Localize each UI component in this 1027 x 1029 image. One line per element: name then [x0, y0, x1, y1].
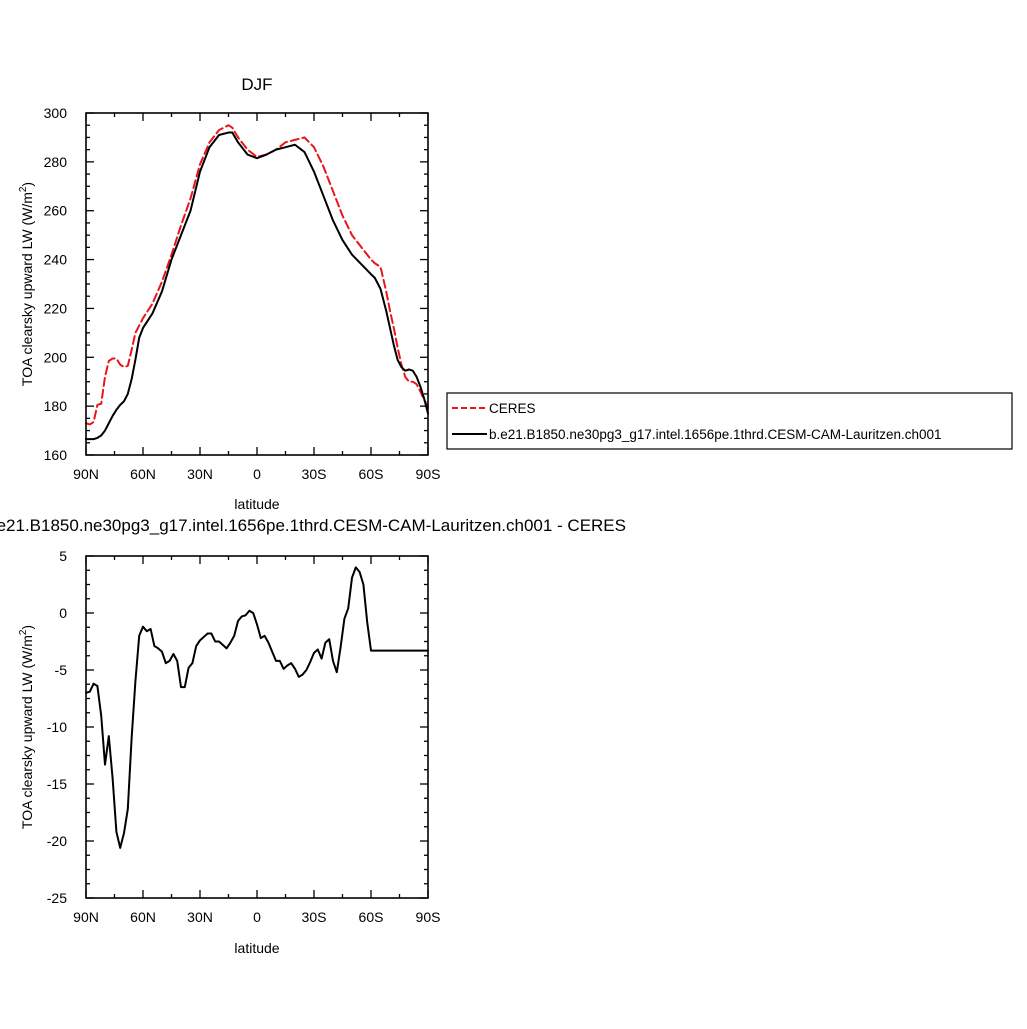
- top-chart-ticks: 90N 60N 30N 0 30S 60S 90S 160 180 200 220 240 260 280…: [44, 105, 441, 482]
- bottom-chart-x-tick-label: 90S: [416, 909, 441, 925]
- bottom-chart-x-tick-label: 30N: [187, 909, 213, 925]
- bottom-chart-ticks: 90N 60N 30N 0 30S 60S 90S -25 -20 -15 -10 -5 0 5: [47, 548, 441, 925]
- legend-label-model: b.e21.B1850.ne30pg3_g17.intel.1656pe.1th…: [489, 427, 942, 442]
- bottom-chart-y-tick-label: -20: [47, 833, 67, 849]
- top-chart-panel: DJF latitude TOA clearsky upward LW (W/m…: [18, 75, 440, 512]
- bottom-chart-y-tick-label: -25: [47, 890, 67, 906]
- bottom-chart-y-axis-label: TOA clearsky upward LW (W/m2): [18, 625, 35, 829]
- top-chart-x-axis-label: latitude: [234, 496, 279, 512]
- bottom-chart-x-tick-label: 90N: [73, 909, 99, 925]
- legend-box: [446, 392, 1013, 450]
- top-chart-series-group: [85, 124, 429, 441]
- top-chart-series-line-model: [85, 131, 429, 441]
- bottom-chart-panel: b.e21.B1850.ne30pg3_g17.intel.1656pe.1th…: [0, 516, 626, 956]
- top-chart-y-tick-label: 220: [44, 300, 68, 316]
- top-chart-x-tick-label: 30S: [302, 466, 327, 482]
- top-chart-title: DJF: [241, 75, 272, 94]
- bottom-chart-x-axis-label: latitude: [234, 940, 279, 956]
- bottom-chart-y-tick-label: -15: [47, 776, 67, 792]
- top-chart-x-tick-label: 60S: [359, 466, 384, 482]
- bottom-chart-y-tick-label: 5: [59, 548, 67, 564]
- top-chart-x-tick-label: 30N: [187, 466, 213, 482]
- bottom-chart-x-tick-label: 0: [253, 909, 261, 925]
- bottom-chart-y-tick-label: 0: [59, 605, 67, 621]
- bottom-chart-y-tick-label: -5: [55, 662, 68, 678]
- top-chart-x-tick-label: 0: [253, 466, 261, 482]
- bottom-chart-plot-frame: [85, 555, 429, 899]
- top-chart-x-tick-label: 90N: [73, 466, 99, 482]
- top-chart-x-tick-label: 60N: [130, 466, 156, 482]
- bottom-chart-title: b.e21.B1850.ne30pg3_g17.intel.1656pe.1th…: [0, 516, 626, 535]
- top-chart-y-tick-label: 240: [44, 252, 68, 268]
- bottom-chart-series-line-difference: [85, 566, 429, 849]
- top-chart-series-line-ceres: [85, 124, 429, 426]
- bottom-chart-series-group: [85, 566, 429, 849]
- top-chart-y-tick-label: 260: [44, 203, 68, 219]
- bottom-chart-x-tick-label: 60N: [130, 909, 156, 925]
- top-chart-x-tick-label: 90S: [416, 466, 441, 482]
- top-chart-y-axis-label: TOA clearsky upward LW (W/m2): [18, 182, 35, 386]
- legend: CERES b.e21.B1850.ne30pg3_g17.intel.1656…: [446, 392, 1013, 450]
- bottom-chart-y-tick-label: -10: [47, 719, 67, 735]
- bottom-chart-x-tick-label: 60S: [359, 909, 384, 925]
- top-chart-y-tick-label: 180: [44, 398, 68, 414]
- top-chart-y-tick-label: 200: [44, 349, 68, 365]
- legend-label-ceres: CERES: [489, 401, 536, 416]
- top-chart-y-tick-label: 280: [44, 154, 68, 170]
- bottom-chart-x-tick-label: 30S: [302, 909, 327, 925]
- top-chart-y-tick-label: 300: [44, 105, 68, 121]
- top-chart-y-tick-label: 160: [44, 447, 68, 463]
- top-chart-plot-frame: [85, 112, 429, 456]
